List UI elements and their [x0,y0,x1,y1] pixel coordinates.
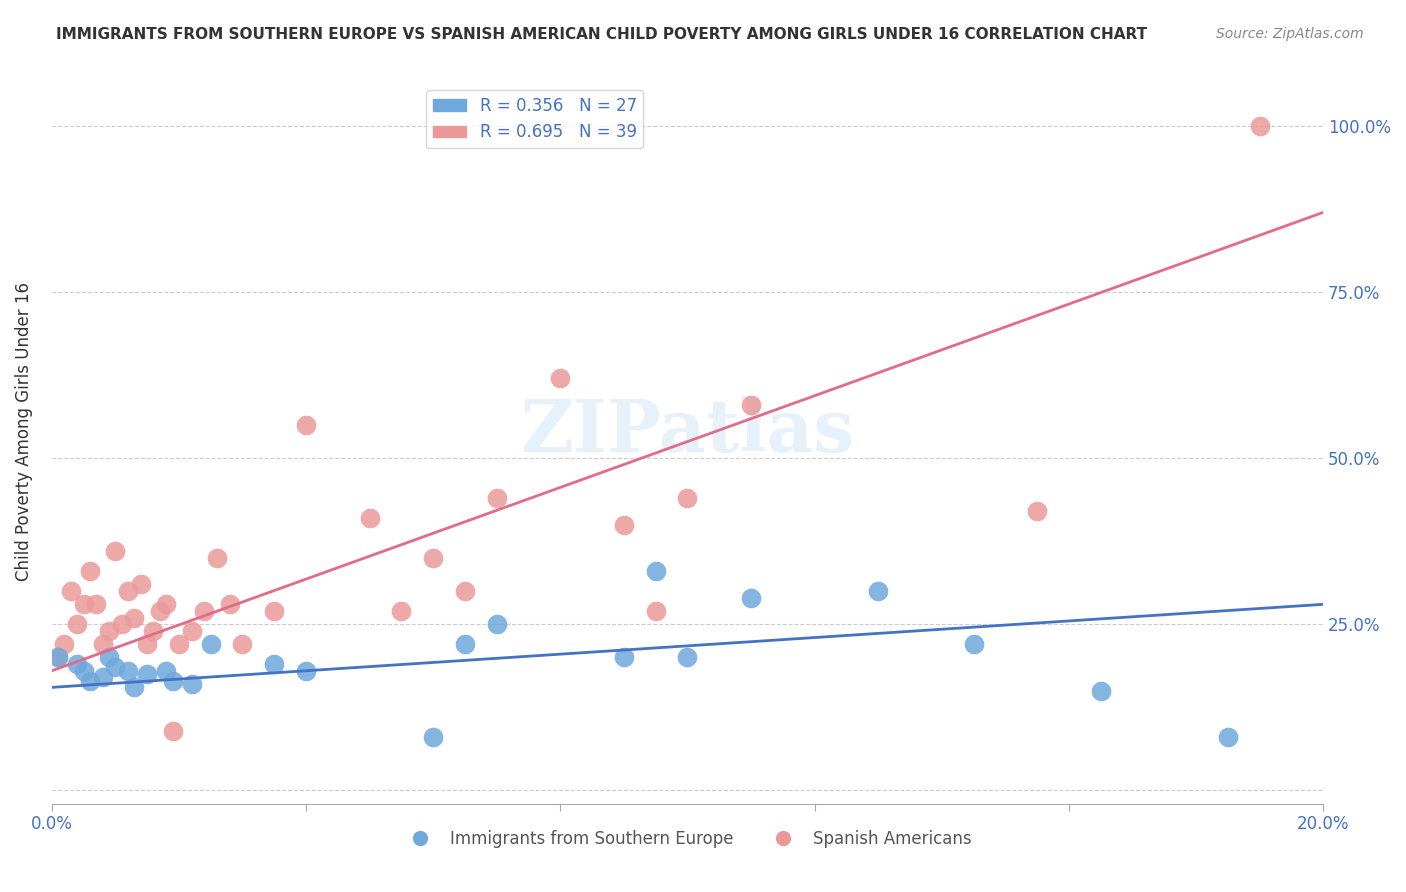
Text: IMMIGRANTS FROM SOUTHERN EUROPE VS SPANISH AMERICAN CHILD POVERTY AMONG GIRLS UN: IMMIGRANTS FROM SOUTHERN EUROPE VS SPANI… [56,27,1147,42]
Point [129,577,152,591]
Point [124,681,146,695]
Point [485,617,508,632]
Point [295,417,318,432]
Point [46,650,69,665]
Point [72,598,94,612]
Point [91,670,114,684]
Point [422,730,444,744]
Y-axis label: Child Poverty Among Girls Under 16: Child Poverty Among Girls Under 16 [15,282,32,581]
Point [1090,683,1112,698]
Point [66,617,89,632]
Point [72,664,94,678]
Point [200,637,222,651]
Point [180,624,202,638]
Point [231,637,253,651]
Text: ZIPatlas: ZIPatlas [520,396,855,467]
Point [142,624,165,638]
Point [205,550,228,565]
Point [454,584,477,599]
Point [149,604,172,618]
Point [66,657,89,672]
Point [84,598,107,612]
Point [218,598,240,612]
Point [644,564,666,578]
Point [454,637,477,651]
Point [162,723,184,738]
Point [180,677,202,691]
Point [868,584,890,599]
Point [422,550,444,565]
Point [46,650,69,665]
Point [263,657,285,672]
Point [295,664,318,678]
Point [485,491,508,505]
Point [263,604,285,618]
Point [167,637,190,651]
Point [740,398,762,412]
Point [359,511,381,525]
Point [676,491,699,505]
Point [136,667,159,681]
Text: Source: ZipAtlas.com: Source: ZipAtlas.com [1216,27,1364,41]
Point [79,673,101,688]
Point [97,624,120,638]
Point [117,664,139,678]
Point [91,637,114,651]
Point [155,664,177,678]
Point [104,660,127,674]
Point [389,604,412,618]
Point [193,604,215,618]
Point [155,598,177,612]
Point [1249,119,1271,133]
Point [1026,504,1049,518]
Point [111,617,134,632]
Point [1216,730,1239,744]
Point [740,591,762,605]
Legend: Immigrants from Southern Europe, Spanish Americans: Immigrants from Southern Europe, Spanish… [396,823,979,855]
Point [613,650,636,665]
Point [962,637,984,651]
Point [97,650,120,665]
Point [644,604,666,618]
Point [162,673,184,688]
Point [53,637,76,651]
Point [59,584,82,599]
Point [136,637,159,651]
Point [124,610,146,624]
Point [613,517,636,532]
Point [117,584,139,599]
Point [79,564,101,578]
Point [676,650,699,665]
Point [104,544,127,558]
Point [550,371,572,385]
